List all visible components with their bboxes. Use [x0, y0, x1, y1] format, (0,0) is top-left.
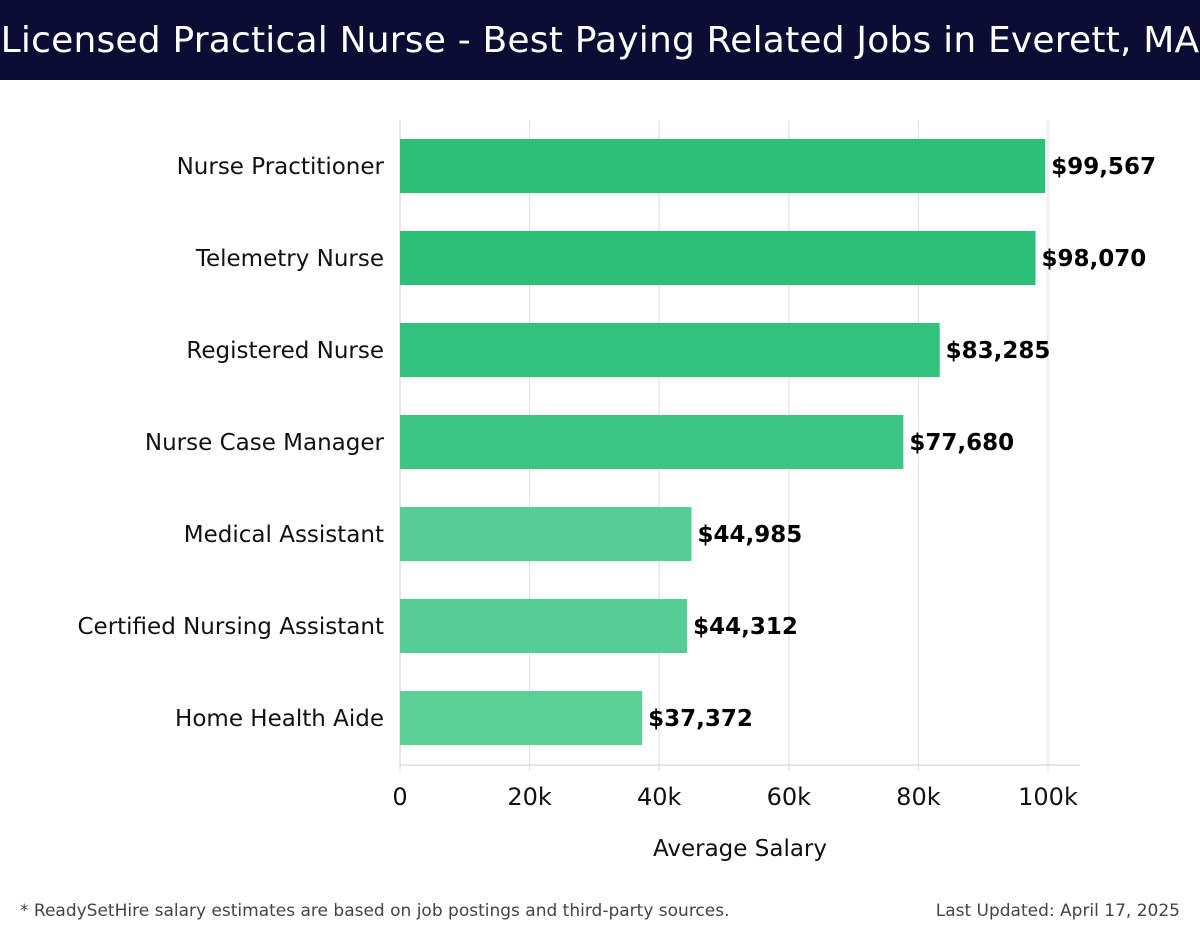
x-axis-title: Average Salary — [653, 836, 827, 862]
bars — [400, 139, 1046, 745]
bar — [400, 415, 904, 469]
bar-value-label: $77,680 — [909, 430, 1014, 456]
bar-value-label: $44,312 — [693, 614, 798, 640]
footnote: * ReadySetHire salary estimates are base… — [20, 901, 730, 921]
category-label: Nurse Practitioner — [177, 154, 385, 180]
bar — [400, 599, 688, 653]
title-bar: Licensed Practical Nurse - Best Paying R… — [0, 0, 1200, 80]
category-label: Telemetry Nurse — [195, 246, 384, 272]
bar-value-label: $98,070 — [1041, 246, 1146, 272]
x-tick-label: 100k — [1018, 783, 1078, 811]
category-label: Nurse Case Manager — [145, 430, 385, 456]
bar — [400, 507, 692, 561]
bar — [400, 323, 940, 377]
category-label: Certified Nursing Assistant — [77, 614, 384, 640]
bar-value-label: $99,567 — [1051, 154, 1156, 180]
bar-value-label: $83,285 — [946, 338, 1051, 364]
category-label: Home Health Aide — [175, 706, 384, 732]
x-tick-label: 40k — [637, 783, 682, 811]
page-title: Licensed Practical Nurse - Best Paying R… — [0, 19, 1200, 61]
x-tick-label: 80k — [896, 783, 941, 811]
salary-bar-chart: Nurse Practitioner Telemetry Nurse Registe… — [77, 120, 1156, 862]
x-tick-labels: 0 20k 40k 60k 80k 100k — [392, 783, 1078, 811]
bar — [400, 231, 1036, 285]
category-label: Medical Assistant — [184, 522, 384, 548]
last-updated: Last Updated: April 17, 2025 — [935, 901, 1180, 921]
x-tick-label: 0 — [392, 783, 407, 811]
bar-value-label: $44,985 — [698, 522, 803, 548]
category-label: Registered Nurse — [186, 338, 384, 364]
bar — [400, 691, 643, 745]
bar-value-label: $37,372 — [648, 706, 753, 732]
x-tick-label: 20k — [507, 783, 552, 811]
bar — [400, 139, 1046, 193]
x-tick-label: 60k — [767, 783, 812, 811]
value-labels: $99,567 $98,070 $83,285 $77,680 $44,985 $44,3… — [648, 154, 1156, 732]
category-labels: Nurse Practitioner Telemetry Nurse Registe… — [77, 154, 384, 732]
